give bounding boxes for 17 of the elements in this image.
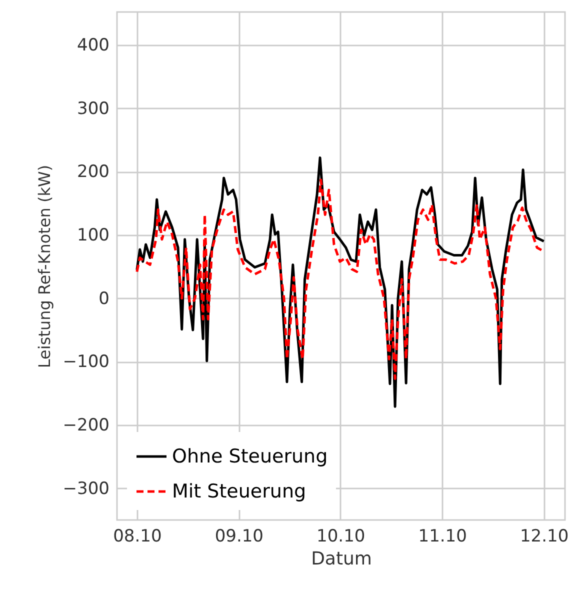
x-tick-label: 10.10 <box>316 526 366 546</box>
x-tick-label: 09.10 <box>214 526 264 546</box>
y-tick-label: 400 <box>77 35 110 56</box>
x-tick-label: 12.10 <box>520 526 569 546</box>
y-tick-label: 100 <box>77 225 110 246</box>
y-tick-label: −200 <box>62 415 110 436</box>
y-tick-label: −300 <box>62 478 110 499</box>
y-tick-label: 300 <box>77 98 110 119</box>
legend-label: Ohne Steuerung <box>172 446 328 468</box>
legend-label: Mit Steuerung <box>172 480 306 502</box>
y-tick-label: 200 <box>77 162 110 182</box>
y-tick-label: 0 <box>98 288 110 309</box>
y-axis-title: Leistung Ref-Knoten (kW) <box>34 164 54 368</box>
y-tick-label: −100 <box>62 352 110 372</box>
x-tick-label: 11.10 <box>418 526 467 546</box>
x-axis-title: Datum <box>311 548 372 570</box>
x-tick-label: 08.10 <box>113 526 162 546</box>
